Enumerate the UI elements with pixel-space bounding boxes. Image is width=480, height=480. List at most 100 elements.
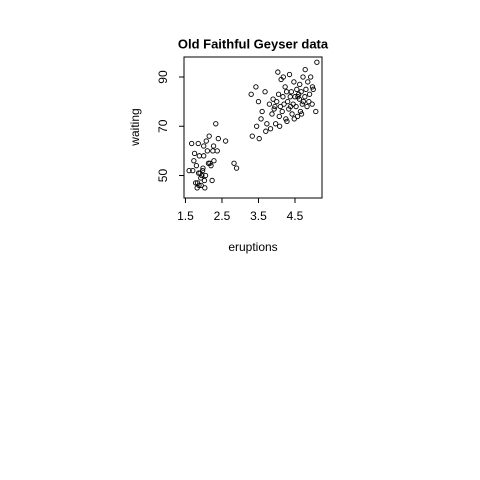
- point: [306, 98, 312, 105]
- point: [202, 172, 209, 179]
- y-tick-label: 70: [156, 119, 170, 133]
- point: [210, 143, 217, 149]
- point: [289, 111, 295, 117]
- point: [283, 116, 289, 122]
- point: [214, 148, 220, 154]
- point: [194, 185, 200, 191]
- point: [222, 138, 229, 144]
- point: [300, 98, 307, 105]
- point: [274, 98, 280, 105]
- point: [196, 153, 202, 159]
- point: [191, 158, 197, 164]
- point: [284, 118, 290, 124]
- point: [189, 140, 195, 147]
- point: [198, 175, 204, 181]
- point: [280, 94, 286, 100]
- point: [248, 91, 254, 97]
- point: [213, 121, 219, 127]
- point: [281, 101, 287, 107]
- point: [195, 140, 201, 147]
- point: [291, 79, 297, 85]
- point: [277, 103, 284, 110]
- point: [308, 74, 314, 80]
- point: [291, 116, 297, 122]
- x-axis-label: eruptions: [228, 240, 277, 254]
- point: [294, 86, 300, 92]
- point: [292, 94, 298, 100]
- point: [302, 66, 308, 73]
- point: [282, 84, 288, 90]
- y-tick-label: 90: [156, 70, 170, 84]
- point: [199, 172, 205, 179]
- point: [305, 79, 311, 85]
- point: [200, 165, 206, 171]
- point: [193, 180, 199, 186]
- x-tick-label: 1.5: [177, 209, 194, 223]
- point: [309, 101, 315, 107]
- point: [195, 170, 202, 176]
- point: [279, 108, 285, 115]
- point: [201, 143, 207, 149]
- point: [297, 81, 303, 88]
- chart-title: Old Faithful Geyser data: [178, 36, 329, 51]
- point: [203, 138, 209, 144]
- point: [262, 89, 268, 95]
- point: [249, 133, 255, 139]
- point: [287, 103, 294, 110]
- point: [263, 128, 269, 134]
- point: [253, 84, 259, 90]
- point: [206, 133, 212, 139]
- point: [193, 163, 200, 169]
- point: [286, 71, 293, 78]
- point: [306, 91, 313, 97]
- point: [264, 121, 270, 127]
- point: [309, 84, 316, 90]
- point: [298, 89, 304, 95]
- point: [205, 160, 212, 166]
- point: [269, 111, 275, 117]
- point: [313, 108, 319, 115]
- point: [191, 150, 198, 157]
- point: [209, 177, 215, 184]
- point: [271, 106, 277, 112]
- point: [298, 111, 305, 117]
- point: [295, 94, 301, 100]
- point: [310, 86, 316, 92]
- point: [277, 123, 283, 129]
- point: [233, 165, 240, 171]
- point: [285, 98, 291, 105]
- point: [231, 160, 237, 166]
- point: [267, 126, 274, 132]
- plot-box: [183, 56, 323, 199]
- point: [302, 94, 308, 100]
- point: [275, 69, 281, 75]
- point: [272, 103, 278, 110]
- point: [303, 86, 309, 92]
- point: [256, 135, 262, 142]
- point: [255, 98, 262, 105]
- point: [276, 113, 282, 120]
- point: [294, 113, 301, 120]
- point: [202, 185, 208, 191]
- point: [272, 121, 279, 127]
- point: [186, 167, 192, 174]
- point: [201, 177, 208, 184]
- point: [288, 89, 294, 95]
- y-tick-label: 50: [156, 169, 170, 183]
- point: [215, 135, 221, 142]
- point: [259, 108, 265, 115]
- point: [204, 148, 211, 154]
- point: [190, 167, 196, 174]
- point: [270, 96, 276, 102]
- y-axis-label: waiting: [128, 108, 142, 146]
- point: [275, 91, 282, 97]
- point: [300, 74, 306, 80]
- x-tick-label: 4.5: [287, 209, 304, 223]
- point: [299, 101, 305, 107]
- point: [258, 116, 264, 122]
- x-tick-label: 2.5: [214, 209, 231, 223]
- point: [266, 101, 273, 107]
- point: [254, 123, 260, 129]
